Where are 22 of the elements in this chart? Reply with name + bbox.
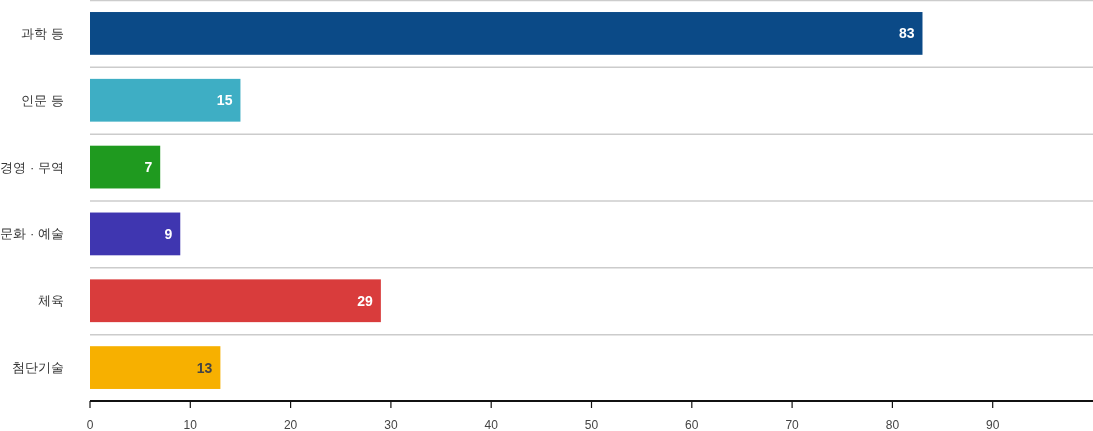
tick-label: 0 <box>86 418 94 431</box>
data-label: 15 <box>216 92 233 109</box>
tick-label: 80 <box>885 418 900 431</box>
category-label: 체육 <box>38 293 64 309</box>
tick-label: 50 <box>584 418 599 431</box>
data-label: 29 <box>357 292 373 309</box>
tick-label: 30 <box>384 418 398 431</box>
tick-label: 90 <box>986 418 1000 431</box>
tick-label: 20 <box>283 418 298 431</box>
data-label: 83 <box>898 25 915 42</box>
data-label: 9 <box>164 225 173 242</box>
category-label: 첨단기술 <box>12 360 64 376</box>
tick-label: 10 <box>183 418 197 431</box>
tick-label: 70 <box>785 418 799 431</box>
data-label: 13 <box>196 359 213 376</box>
category-label: 경영 · 무역 <box>0 159 64 175</box>
tick-label: 40 <box>484 418 498 431</box>
category-label: 문화 · 예술 <box>0 226 64 242</box>
tick-label: 60 <box>685 418 699 431</box>
data-label: 7 <box>144 159 153 176</box>
category-label: 인문 등 <box>21 92 64 108</box>
category-label: 과학 등 <box>21 25 64 41</box>
